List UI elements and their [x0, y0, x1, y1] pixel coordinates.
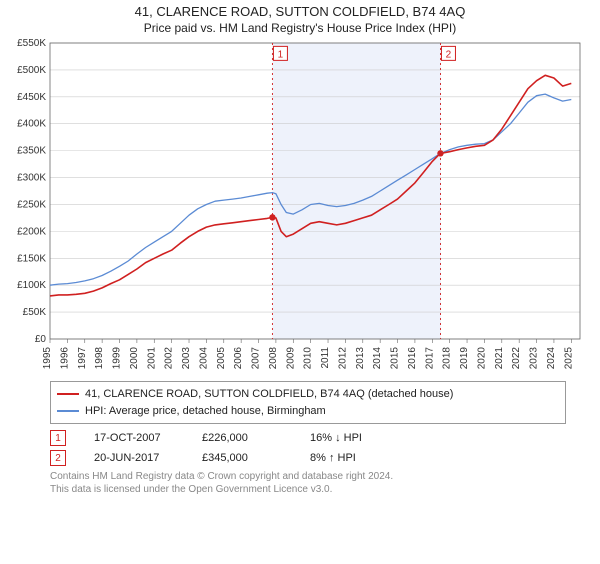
svg-text:1995: 1995: [42, 347, 53, 370]
svg-text:2011: 2011: [320, 347, 331, 369]
transaction-price: £345,000: [202, 452, 282, 464]
svg-text:2005: 2005: [216, 347, 227, 370]
svg-text:2006: 2006: [233, 347, 244, 370]
transaction-delta: 16% ↓ HPI: [310, 432, 390, 444]
transaction-row: 2 20-JUN-2017 £345,000 8% ↑ HPI: [50, 450, 566, 466]
svg-text:2018: 2018: [442, 347, 453, 370]
svg-text:£0: £0: [35, 334, 47, 345]
footnote-line2: This data is licensed under the Open Gov…: [50, 483, 566, 496]
transaction-date: 17-OCT-2007: [94, 432, 174, 444]
marker-badge: 2: [50, 450, 66, 466]
svg-text:2015: 2015: [390, 347, 401, 370]
svg-text:£350K: £350K: [17, 146, 46, 157]
svg-text:£500K: £500K: [17, 65, 46, 76]
svg-text:2022: 2022: [511, 347, 522, 370]
svg-text:1: 1: [278, 49, 284, 60]
svg-text:2025: 2025: [563, 347, 574, 370]
transaction-delta: 8% ↑ HPI: [310, 452, 390, 464]
marker-badge: 1: [50, 430, 66, 446]
svg-text:2019: 2019: [459, 347, 470, 370]
svg-text:£150K: £150K: [17, 253, 46, 264]
transaction-rows: 1 17-OCT-2007 £226,000 16% ↓ HPI 2 20-JUN-201…: [50, 430, 566, 466]
svg-text:2003: 2003: [181, 347, 192, 370]
legend-swatch: [57, 410, 79, 412]
transaction-date: 20-JUN-2017: [94, 452, 174, 464]
svg-text:£400K: £400K: [17, 119, 46, 130]
footnote-line1: Contains HM Land Registry data © Crown c…: [50, 470, 566, 483]
transaction-price: £226,000: [202, 432, 282, 444]
svg-text:2024: 2024: [546, 347, 557, 370]
legend-swatch: [57, 393, 79, 395]
svg-text:£550K: £550K: [17, 38, 46, 49]
legend-label: 41, CLARENCE ROAD, SUTTON COLDFIELD, B74…: [85, 386, 453, 403]
svg-text:£250K: £250K: [17, 199, 46, 210]
svg-text:2014: 2014: [372, 347, 383, 370]
svg-text:2023: 2023: [529, 347, 540, 370]
svg-text:£50K: £50K: [23, 307, 47, 318]
svg-text:1996: 1996: [59, 347, 70, 370]
svg-text:£300K: £300K: [17, 173, 46, 184]
svg-text:£450K: £450K: [17, 92, 46, 103]
svg-text:2021: 2021: [494, 347, 505, 370]
svg-text:2017: 2017: [424, 347, 435, 370]
legend-item: 41, CLARENCE ROAD, SUTTON COLDFIELD, B74…: [57, 386, 559, 403]
svg-text:2012: 2012: [337, 347, 348, 370]
svg-text:2016: 2016: [407, 347, 418, 370]
footnote: Contains HM Land Registry data © Crown c…: [50, 470, 566, 496]
svg-text:2008: 2008: [268, 347, 279, 370]
svg-text:2004: 2004: [198, 347, 209, 370]
svg-text:1998: 1998: [94, 347, 105, 370]
svg-text:2007: 2007: [251, 347, 262, 370]
svg-text:2002: 2002: [164, 347, 175, 370]
price-chart: £0 £50K £100K £150K £200K £250K £300K £350K £400…: [0, 35, 600, 375]
svg-text:£100K: £100K: [17, 280, 46, 291]
chart-title: 41, CLARENCE ROAD, SUTTON COLDFIELD, B74…: [0, 4, 600, 19]
transaction-row: 1 17-OCT-2007 £226,000 16% ↓ HPI: [50, 430, 566, 446]
svg-text:2010: 2010: [303, 347, 314, 370]
svg-text:2020: 2020: [476, 347, 487, 370]
chart-subtitle: Price paid vs. HM Land Registry's House …: [0, 21, 600, 35]
svg-text:1999: 1999: [112, 347, 123, 370]
legend: 41, CLARENCE ROAD, SUTTON COLDFIELD, B74…: [50, 381, 566, 424]
svg-text:£200K: £200K: [17, 226, 46, 237]
svg-text:2000: 2000: [129, 347, 140, 370]
svg-text:2009: 2009: [285, 347, 296, 370]
svg-text:1997: 1997: [77, 347, 88, 370]
svg-text:2013: 2013: [355, 347, 366, 370]
svg-text:2: 2: [446, 49, 452, 60]
svg-text:2001: 2001: [146, 347, 157, 370]
legend-label: HPI: Average price, detached house, Birm…: [85, 403, 326, 420]
legend-item: HPI: Average price, detached house, Birm…: [57, 403, 559, 420]
